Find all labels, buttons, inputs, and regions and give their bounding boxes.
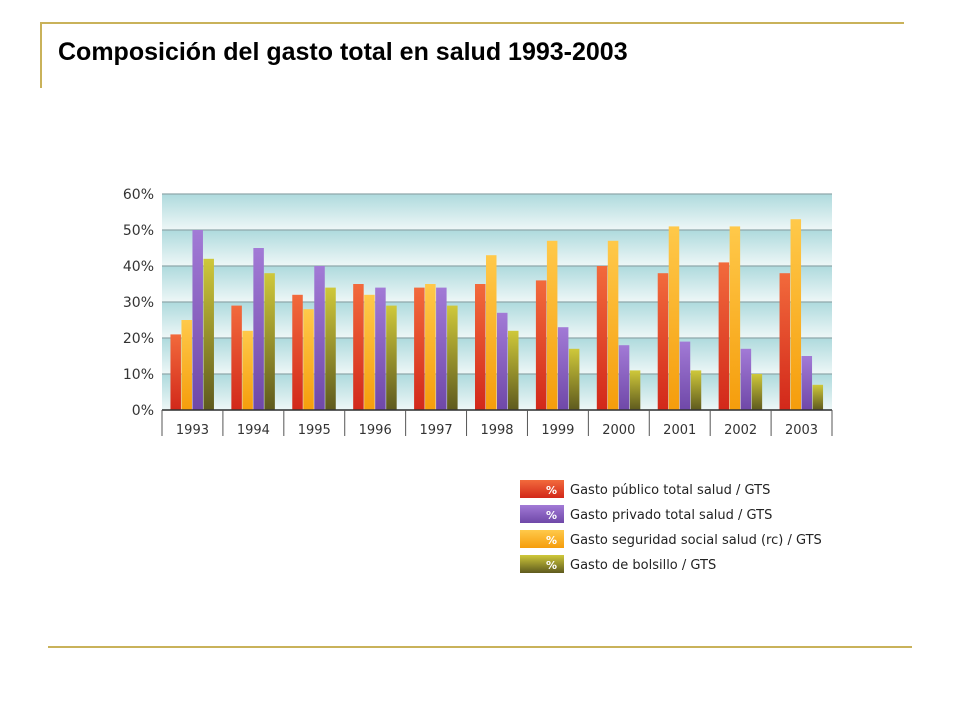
slide-title: Composición del gasto total en salud 199… <box>58 38 628 66</box>
legend-swatch <box>520 555 564 573</box>
bar-1997-s0 <box>414 287 425 410</box>
bar-2000-s1 <box>607 240 619 410</box>
bar-1993-s2 <box>192 230 203 410</box>
legend-label: Gasto público total salud / GTS <box>570 483 770 498</box>
bar-2001-s3 <box>690 370 702 410</box>
bar-1996-s0 <box>353 284 364 410</box>
bar-2001-s0 <box>657 273 669 410</box>
bar-1997-s1 <box>425 284 436 410</box>
legend-label: Gasto de bolsillo / GTS <box>570 558 716 573</box>
y-tick-label: 10% <box>123 367 154 383</box>
bar-2003-s1 <box>790 219 802 410</box>
bar-2003-s3 <box>812 384 824 410</box>
legend-marker: % <box>546 534 557 547</box>
x-tick-label: 1996 <box>359 423 392 438</box>
bar-1996-s1 <box>364 294 375 410</box>
x-tick-label: 1995 <box>298 423 331 438</box>
y-tick-label: 0% <box>132 403 154 419</box>
top-rule <box>40 22 904 24</box>
bar-2001-s2 <box>679 341 691 410</box>
bar-1995-s0 <box>292 294 303 410</box>
bar-1993-s1 <box>181 320 192 410</box>
bar-1995-s2 <box>314 266 325 410</box>
bar-1993-s0 <box>170 334 181 410</box>
legend-entry: % Gasto seguridad social salud (rc) / GTS <box>520 530 822 548</box>
bar-1995-s1 <box>303 309 314 410</box>
grid-band <box>162 194 832 230</box>
x-tick-label: 1998 <box>480 423 513 438</box>
bar-1996-s3 <box>386 305 397 410</box>
bar-2002-s3 <box>751 374 763 410</box>
bar-1994-s0 <box>231 305 242 410</box>
bar-1998-s3 <box>508 330 519 410</box>
bar-1996-s2 <box>375 287 386 410</box>
bar-2000-s0 <box>596 266 608 410</box>
bottom-rule <box>48 646 912 648</box>
bar-1999-s2 <box>557 327 569 410</box>
bar-1994-s3 <box>264 273 275 410</box>
legend-marker: % <box>546 484 557 497</box>
y-tick-label: 50% <box>123 223 154 239</box>
bar-2000-s2 <box>618 345 630 410</box>
bar-1997-s2 <box>436 287 447 410</box>
bar-2001-s1 <box>668 226 680 410</box>
x-tick-label: 1993 <box>176 423 209 438</box>
y-axis: 0% 10% 20% 30% 40% 50% 60% <box>123 187 154 419</box>
x-tick-label: 2002 <box>724 423 757 438</box>
legend-label: Gasto seguridad social salud (rc) / GTS <box>570 533 822 548</box>
y-tick-label: 40% <box>123 259 154 275</box>
bar-1995-s3 <box>325 287 336 410</box>
legend-swatch <box>520 505 564 523</box>
x-tick-label: 2003 <box>785 423 818 438</box>
x-tick-label: 1997 <box>420 423 453 438</box>
bar-2003-s2 <box>801 356 813 410</box>
bar-1993-s3 <box>203 258 214 410</box>
legend-swatch <box>520 530 564 548</box>
grid-band <box>162 230 832 266</box>
legend-label: Gasto privado total salud / GTS <box>570 508 772 523</box>
bar-1998-s1 <box>486 255 497 410</box>
bar-1999-s1 <box>546 240 558 410</box>
legend-marker: % <box>546 509 557 522</box>
bar-1999-s3 <box>568 348 580 410</box>
legend-entry: % Gasto privado total salud / GTS <box>520 505 772 523</box>
bar-2002-s1 <box>729 226 741 410</box>
left-rule <box>40 22 42 88</box>
legend-entry: % Gasto de bolsillo / GTS <box>520 555 716 573</box>
bar-2002-s0 <box>718 262 730 410</box>
legend: % Gasto público total salud / GTS% Gasto p… <box>520 480 822 573</box>
bars <box>170 219 824 410</box>
x-tick-label: 1999 <box>541 423 574 438</box>
legend-entry: % Gasto público total salud / GTS <box>520 480 770 498</box>
y-tick-label: 30% <box>123 295 154 311</box>
bar-1994-s1 <box>242 330 253 410</box>
bar-1997-s3 <box>447 305 458 410</box>
bar-2003-s0 <box>779 273 791 410</box>
x-tick-label: 2000 <box>602 423 635 438</box>
bar-1998-s2 <box>497 312 508 410</box>
x-tick-label: 1994 <box>237 423 270 438</box>
x-tick-label: 2001 <box>663 423 696 438</box>
bar-1998-s0 <box>475 284 486 410</box>
legend-swatch <box>520 480 564 498</box>
x-axis <box>161 409 833 436</box>
x-tick-labels: 1993 1994 1995 1996 1997 1998 1999 2000 2001 2002… <box>176 423 818 438</box>
bar-1999-s0 <box>535 280 547 410</box>
y-tick-label: 20% <box>123 331 154 347</box>
bar-2002-s2 <box>740 348 752 410</box>
bar-1994-s2 <box>253 248 264 410</box>
bar-2000-s3 <box>629 370 641 410</box>
y-tick-label: 60% <box>123 187 154 203</box>
legend-marker: % <box>546 559 557 572</box>
